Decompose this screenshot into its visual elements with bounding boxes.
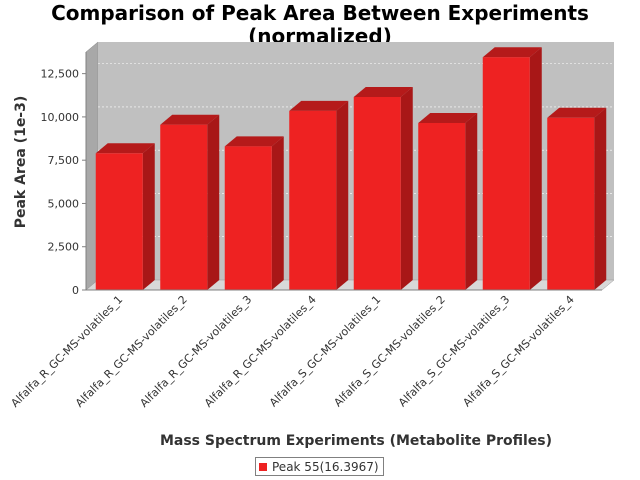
bar: [353, 87, 413, 291]
bar-front: [353, 97, 401, 291]
bar: [160, 114, 220, 290]
x-tick-label: Alfalfa_S_GC-MS-volatiles_4: [460, 293, 576, 409]
x-tick-label: Alfalfa_R_GC-MS-volatiles_2: [73, 293, 190, 410]
bar: [418, 112, 478, 290]
x-tick-label: Alfalfa_R_GC-MS-volatiles_3: [137, 293, 254, 410]
bar-side: [400, 87, 413, 291]
bar-top: [95, 143, 155, 154]
y-tick-label: 2,500: [48, 241, 80, 254]
bar-top: [289, 100, 349, 111]
bar: [224, 136, 284, 290]
bar: [547, 107, 607, 291]
bar-side: [336, 100, 349, 290]
x-tick-label: Alfalfa_S_GC-MS-volatiles_2: [331, 293, 447, 409]
bar-side: [271, 136, 284, 290]
bar-front: [289, 110, 337, 290]
bar-side: [465, 112, 478, 290]
bars: [95, 47, 607, 291]
chart-title-line-1: Comparison of Peak Area Between Experime…: [51, 1, 589, 25]
bar-side: [594, 107, 607, 291]
bar-top: [160, 114, 220, 125]
chart-title-line-2: (normalized): [248, 24, 392, 48]
legend-swatch: [259, 462, 267, 471]
bar-top: [547, 107, 607, 118]
bar-front: [482, 57, 530, 291]
axes: [85, 52, 602, 291]
y-tick-label: 7,500: [48, 154, 80, 167]
bar-side: [207, 114, 220, 290]
bar: [482, 47, 542, 291]
y-axis-title: Peak Area (1e-3): [13, 96, 29, 229]
bar-side: [529, 47, 542, 291]
y-tick-label: 0: [72, 284, 79, 297]
bar: [289, 100, 349, 290]
x-axis-ticks: Alfalfa_R_GC-MS-volatiles_1Alfalfa_R_GC-…: [8, 293, 576, 410]
legend: Peak 55(16.3967): [255, 457, 384, 476]
legend-label: Peak 55(16.3967): [272, 459, 379, 474]
chart-title: Comparison of Peak Area Between Experime…: [0, 2, 640, 48]
bar-side: [142, 143, 155, 290]
y-tick-label: 10,000: [41, 111, 80, 124]
bar-top: [353, 87, 413, 98]
bar-top: [482, 47, 542, 58]
bar-top: [418, 112, 478, 123]
bar-front: [160, 124, 208, 290]
bar: [95, 143, 155, 290]
bar-front: [418, 122, 466, 290]
x-tick-label: Alfalfa_R_GC-MS-volatiles_4: [202, 293, 319, 410]
x-tick-label: Alfalfa_S_GC-MS-volatiles_3: [396, 293, 512, 409]
x-axis-title: Mass Spectrum Experiments (Metabolite Pr…: [160, 433, 552, 449]
y-tick-label: 12,500: [41, 68, 80, 81]
x-tick-label: Alfalfa_R_GC-MS-volatiles_1: [8, 293, 125, 410]
bar-front: [224, 146, 272, 290]
x-tick-label: Alfalfa_S_GC-MS-volatiles_1: [267, 293, 383, 409]
bar-front: [547, 117, 595, 291]
y-axis-ticks: 0 2,500 5,000 7,500 10,000 12,500: [41, 68, 86, 297]
bar-front: [95, 153, 143, 290]
y-tick-label: 5,000: [48, 197, 80, 210]
bar-top: [224, 136, 284, 147]
